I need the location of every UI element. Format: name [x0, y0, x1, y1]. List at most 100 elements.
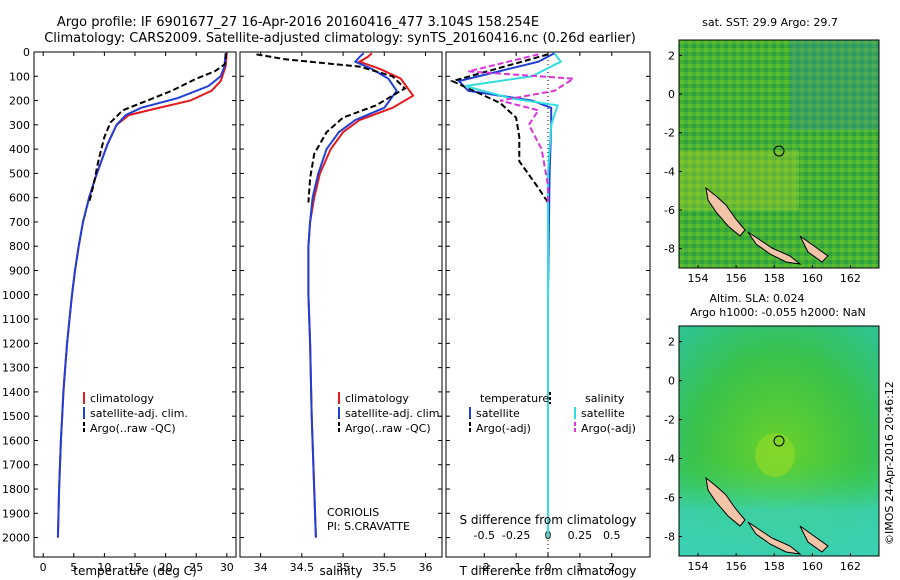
series-line-satellite-adj-clim- [56, 53, 227, 538]
x-tick-label: 34.5 [290, 561, 315, 574]
x-tick-label: 5 [70, 561, 77, 574]
map-x-tick-label: 162 [840, 560, 861, 573]
sla-high-anomaly [755, 433, 795, 477]
sla-map-title-2: Argo h1000: -0.055 h2000: NaN [690, 306, 866, 319]
legend-label-climatology: climatology [345, 392, 409, 405]
temperature-panel: 0 5 10 15 20 25 300100200300400500600700800900… [2, 46, 237, 578]
x-tick-label: 30 [220, 561, 234, 574]
x-tick-label: 1 [576, 561, 583, 574]
title-line-1: Argo profile: IF 6901677_27 16-Apr-2016 … [57, 15, 539, 30]
argo-location-marker [773, 435, 785, 447]
sst-warm-patch [679, 150, 799, 210]
island-land [705, 186, 746, 237]
y-tick-label: 400 [9, 143, 30, 156]
pi-label: PI: S.CRAVATTE [327, 520, 410, 533]
sst-map [678, 39, 880, 269]
map-y-tick-label: -4 [664, 453, 675, 466]
x-tick-label: -1 [511, 561, 522, 574]
map-y-tick-label: -8 [664, 531, 675, 544]
temperature-xlabel: temperature (deg C) [73, 564, 196, 578]
sla-map-title-1: Altim. SLA: 0.024 [709, 292, 804, 305]
y-tick-label: 1300 [2, 362, 30, 375]
legend-label-argo: Argo(..raw -QC) [345, 422, 431, 435]
map-y-tick-label: -6 [664, 492, 675, 505]
series-line-argo-raw-qc- [88, 53, 228, 203]
sla-map-frame [678, 325, 880, 557]
y-tick-label: 2000 [2, 532, 30, 545]
y-tick-label: 1600 [2, 434, 30, 447]
y-tick-label: 1000 [2, 289, 30, 302]
legend-label-temp-satellite: satellite [476, 407, 520, 420]
series-line-argo-raw-qc- [256, 53, 407, 203]
s-tick-label: 0.5 [603, 529, 621, 542]
map-x-tick-label: 160 [802, 272, 823, 285]
y-tick-label: 700 [9, 216, 30, 229]
map-x-tick-label: 160 [802, 560, 823, 573]
map-y-tick-label: 0 [668, 88, 675, 101]
legend-label-argo: Argo(..raw -QC) [90, 422, 176, 435]
argo-location-marker [773, 145, 785, 157]
y-tick-label: 0 [23, 46, 30, 59]
map-y-tick-label: -6 [664, 204, 675, 217]
y-tick-label: 600 [9, 192, 30, 205]
map-x-tick-label: 158 [764, 560, 785, 573]
salinity-axes [239, 51, 443, 558]
map-x-tick-label: 154 [688, 272, 709, 285]
x-tick-label: 0 [545, 561, 552, 574]
sla-map [678, 325, 880, 557]
x-tick-label: 20 [159, 561, 173, 574]
y-tick-label: 300 [9, 119, 30, 132]
y-tick-label: 1700 [2, 459, 30, 472]
legend-head-temperature: temperature [480, 392, 549, 405]
y-tick-label: 200 [9, 95, 30, 108]
sst-map-frame [678, 39, 880, 269]
map-x-tick-label: 156 [726, 272, 747, 285]
imos-credit: ©IMOS 24-Apr-2016 20:46:12 [883, 381, 896, 545]
map-y-tick-label: -8 [664, 243, 675, 256]
map-y-tick-label: -2 [664, 127, 675, 140]
map-x-tick-label: 156 [726, 560, 747, 573]
map-y-tick-label: 0 [668, 375, 675, 388]
island-land [747, 521, 802, 555]
title-line-2: Climatology: CARS2009. Satellite-adjuste… [44, 31, 636, 46]
salinity-xlabel: salinity [319, 564, 362, 578]
legend-head-salinity: salinity [585, 392, 625, 405]
map-x-tick-label: 162 [840, 272, 861, 285]
island-land [705, 476, 746, 527]
y-tick-label: 900 [9, 265, 30, 278]
s-tick-label: 0.25 [568, 529, 593, 542]
x-tick-label: 10 [97, 561, 111, 574]
difference-legend: temperature salinity satellite Argo(-adj… [469, 392, 636, 435]
x-tick-label: 0 [40, 561, 47, 574]
x-tick-label: 35 [336, 561, 350, 574]
salinity-panel: 34 34.5 35 35.5 36 salinity [239, 51, 443, 578]
map-x-tick-label: 154 [688, 560, 709, 573]
sst-cool-patch [790, 40, 879, 130]
legend-label-sal-argo: Argo(-adj) [581, 422, 636, 435]
map-y-tick-label: -2 [664, 414, 675, 427]
y-tick-label: 1200 [2, 337, 30, 350]
series-line-salinity-argo-adj- [468, 53, 577, 203]
x-tick-label: 15 [128, 561, 142, 574]
legend-label-satellite: satellite-adj. clim. [345, 407, 443, 420]
island-land [799, 235, 829, 263]
y-tick-label: 100 [9, 70, 30, 83]
s-tick-label: -0.25 [502, 529, 530, 542]
temperature-axes [33, 51, 237, 558]
x-tick-label: 36 [419, 561, 433, 574]
y-tick-label: 1500 [2, 410, 30, 423]
legend-label-climatology: climatology [90, 392, 154, 405]
difference-panel: -2 -1 0 1 2-0.5 -0.25 0 0.25 0.5 S difference fr… [445, 51, 651, 578]
y-tick-label: 500 [9, 167, 30, 180]
sst-map-title: sat. SST: 29.9 Argo: 29.7 [702, 16, 838, 29]
map-x-tick-label: 158 [764, 272, 785, 285]
sst-field [679, 40, 879, 268]
x-tick-label: 35.5 [372, 561, 397, 574]
x-tick-label: 2 [608, 561, 615, 574]
temperature-legend: climatology satellite-adj. clim. Argo(..… [83, 392, 188, 435]
series-line-satellite-adj-clim- [307, 52, 398, 538]
s-difference-label: S difference from climatology [460, 513, 637, 527]
map-y-tick-label: 2 [668, 49, 675, 62]
legend-label-sal-satellite: satellite [581, 407, 625, 420]
